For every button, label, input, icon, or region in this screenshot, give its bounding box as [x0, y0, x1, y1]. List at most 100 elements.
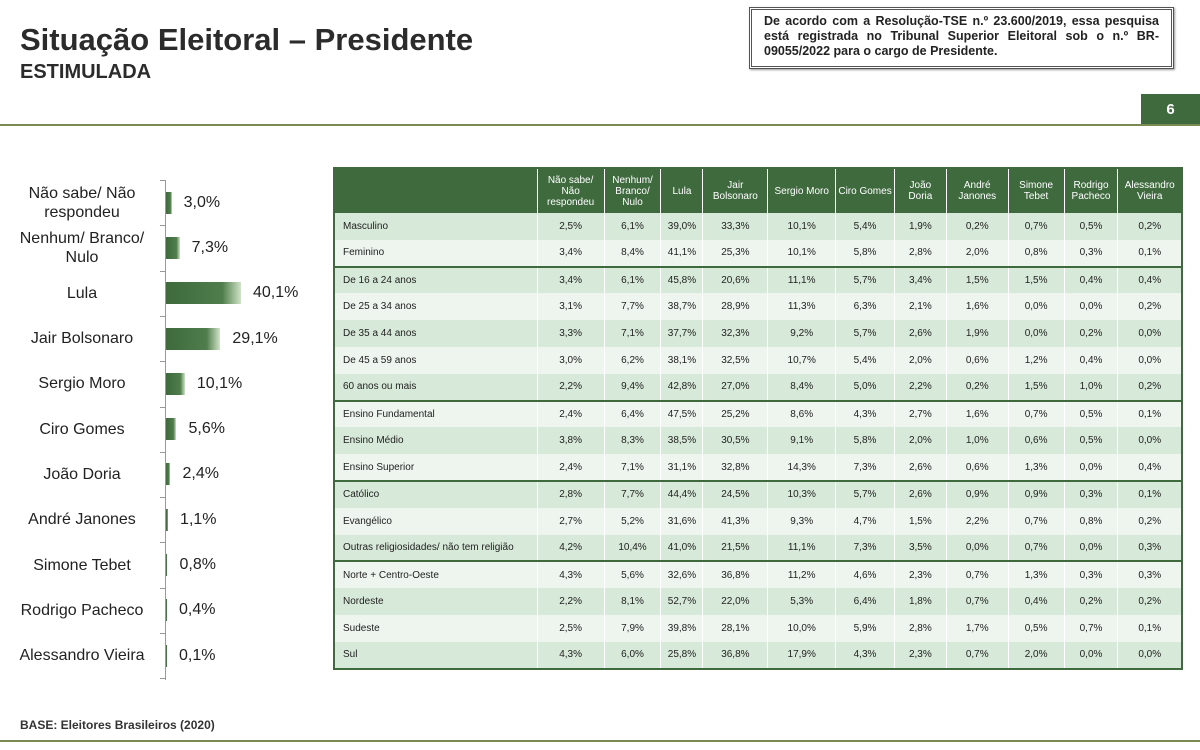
table-row: De 35 a 44 anos 3,3% 7,1% 37,7% 32,3% 9,2% 5,7… — [334, 320, 1182, 347]
table-cell: 10,0% — [767, 614, 836, 642]
bar-value-label: 0,4% — [179, 601, 216, 619]
table-cell: 36,8% — [702, 641, 768, 669]
row-label: Ensino Superior — [334, 454, 538, 481]
table-cell: 32,5% — [702, 346, 768, 374]
table-cell: 14,3% — [767, 454, 836, 481]
chart-tick — [160, 361, 166, 363]
table-cell: 4,3% — [536, 641, 605, 669]
table-cell: 32,6% — [660, 560, 703, 589]
table-cell: 0,5% — [1063, 399, 1118, 428]
table-cell: 11,1% — [767, 534, 836, 562]
chart-tick — [160, 406, 166, 408]
table-cell: 2,6% — [893, 479, 947, 508]
table-cell: 0,0% — [1007, 293, 1065, 321]
table-cell: 6,4% — [835, 588, 895, 615]
table-row: Feminino 3,4% 8,4% 41,1% 25,3% 10,1% 5,8% 2,8% 2… — [334, 239, 1182, 267]
header-divider — [0, 124, 1200, 126]
table-cell: 1,0% — [945, 427, 1009, 455]
table-cell: 0,7% — [1007, 213, 1065, 240]
table-cell: 0,0% — [1063, 534, 1118, 562]
bar-category-label: Rodrigo Pacheco — [20, 601, 144, 619]
row-label: De 35 a 44 anos — [334, 320, 538, 347]
table-row: Sul 4,3% 6,0% 25,8% 36,8% 17,9% 4,3% 2,3% 0,7% 2,… — [334, 641, 1182, 669]
row-label: Ensino Fundamental — [334, 399, 538, 428]
table-cell: 1,5% — [1007, 265, 1065, 294]
table-cell: 0,9% — [1007, 479, 1065, 508]
row-label: De 45 a 59 anos — [334, 346, 538, 374]
table-cell: 5,7% — [835, 479, 895, 508]
table-cell: 0,5% — [1063, 427, 1118, 455]
table-cell: 5,7% — [835, 265, 895, 294]
table-cell: 36,8% — [702, 560, 768, 589]
table-cell: 2,0% — [945, 239, 1009, 267]
column-header: Não sabe/ Não respondeu — [536, 168, 605, 213]
table-cell: 0,9% — [945, 479, 1009, 508]
table-cell: 2,0% — [893, 427, 947, 455]
table-cell: 1,5% — [945, 265, 1009, 294]
column-header: Jair Bolsonaro — [702, 168, 768, 213]
table-cell: 7,1% — [603, 320, 661, 347]
bar-value-label: 1,1% — [180, 510, 217, 528]
table-cell: 0,4% — [1117, 454, 1182, 481]
table-cell: 0,6% — [945, 346, 1009, 374]
bar-value-label: 29,1% — [232, 329, 278, 347]
table-cell: 2,2% — [893, 373, 947, 401]
table-cell: 1,7% — [945, 614, 1009, 642]
table-cell: 0,0% — [1117, 320, 1182, 347]
table-cell: 11,1% — [767, 265, 836, 294]
table-cell: 2,5% — [536, 213, 605, 240]
column-header: Ciro Gomes — [835, 168, 895, 213]
table-cell: 30,5% — [702, 427, 768, 455]
bar-value-label: 10,1% — [196, 374, 243, 392]
table-cell: 0,4% — [1007, 588, 1065, 615]
table-cell: 8,4% — [603, 239, 661, 267]
bar-value-label: 2,4% — [182, 465, 219, 483]
table-cell: 0,7% — [1007, 399, 1065, 428]
table-cell: 0,3% — [1117, 560, 1182, 589]
table-cell: 47,5% — [660, 399, 703, 428]
row-label: De 16 a 24 anos — [334, 265, 538, 294]
table-cell: 2,1% — [893, 293, 947, 321]
table-cell: 5,3% — [767, 588, 836, 615]
table-row: Ensino Médio 3,8% 8,3% 38,5% 30,5% 9,1% 5,8% 2,… — [334, 427, 1182, 455]
table-cell: 2,4% — [536, 454, 605, 481]
bar-category-label: André Janones — [28, 511, 136, 529]
table-cell: 0,3% — [1063, 560, 1118, 589]
table-cell: 0,2% — [945, 373, 1009, 401]
table-cell: 0,7% — [1007, 534, 1065, 562]
table-cell: 0,0% — [1063, 454, 1118, 481]
table-cell: 0,3% — [1063, 239, 1118, 267]
table-cell: 2,2% — [536, 588, 605, 615]
table-cell: 1,3% — [1007, 454, 1065, 481]
table-cell: 7,7% — [603, 479, 661, 508]
row-label: 60 anos ou mais — [334, 373, 538, 401]
chart-tick — [160, 315, 166, 317]
table-cell: 0,7% — [945, 560, 1009, 589]
table-cell: 32,3% — [702, 320, 768, 347]
table-cell: 5,8% — [835, 239, 895, 267]
table-cell: 3,0% — [536, 346, 605, 374]
table-cell: 39,8% — [660, 614, 703, 642]
table-cell: 1,9% — [945, 320, 1009, 347]
bar-value-label: 5,6% — [188, 420, 225, 438]
tse-registration-notice: De acordo com a Resolução-TSE n.º 23.600… — [749, 7, 1174, 69]
column-header: André Janones — [945, 168, 1009, 213]
table-row: De 25 a 34 anos 3,1% 7,7% 38,7% 28,9% 11,3% 6,… — [334, 293, 1182, 321]
table-cell: 5,6% — [603, 560, 661, 589]
column-header: Lula — [660, 168, 703, 213]
table-cell: 45,8% — [660, 265, 703, 294]
table-cell: 32,8% — [702, 454, 768, 481]
table-cell: 2,6% — [893, 454, 947, 481]
table-row: Outras religiosidades/ não tem religião 4… — [334, 534, 1182, 562]
table-cell: 0,1% — [1117, 239, 1182, 267]
table-cell: 31,6% — [660, 507, 703, 535]
row-label: De 25 a 34 anos — [334, 293, 538, 321]
table-row: Ensino Superior 2,4% 7,1% 31,1% 32,8% 14,3% 7,… — [334, 454, 1182, 481]
table-cell: 11,3% — [767, 293, 836, 321]
table-cell: 0,8% — [1063, 507, 1118, 535]
bar-category-label: Alessandro Vieira — [19, 647, 145, 665]
page-number: 6 — [1141, 94, 1200, 125]
row-label: Norte + Centro-Oeste — [334, 560, 538, 589]
table-cell: 2,6% — [893, 320, 947, 347]
table-cell: 0,7% — [1007, 507, 1065, 535]
